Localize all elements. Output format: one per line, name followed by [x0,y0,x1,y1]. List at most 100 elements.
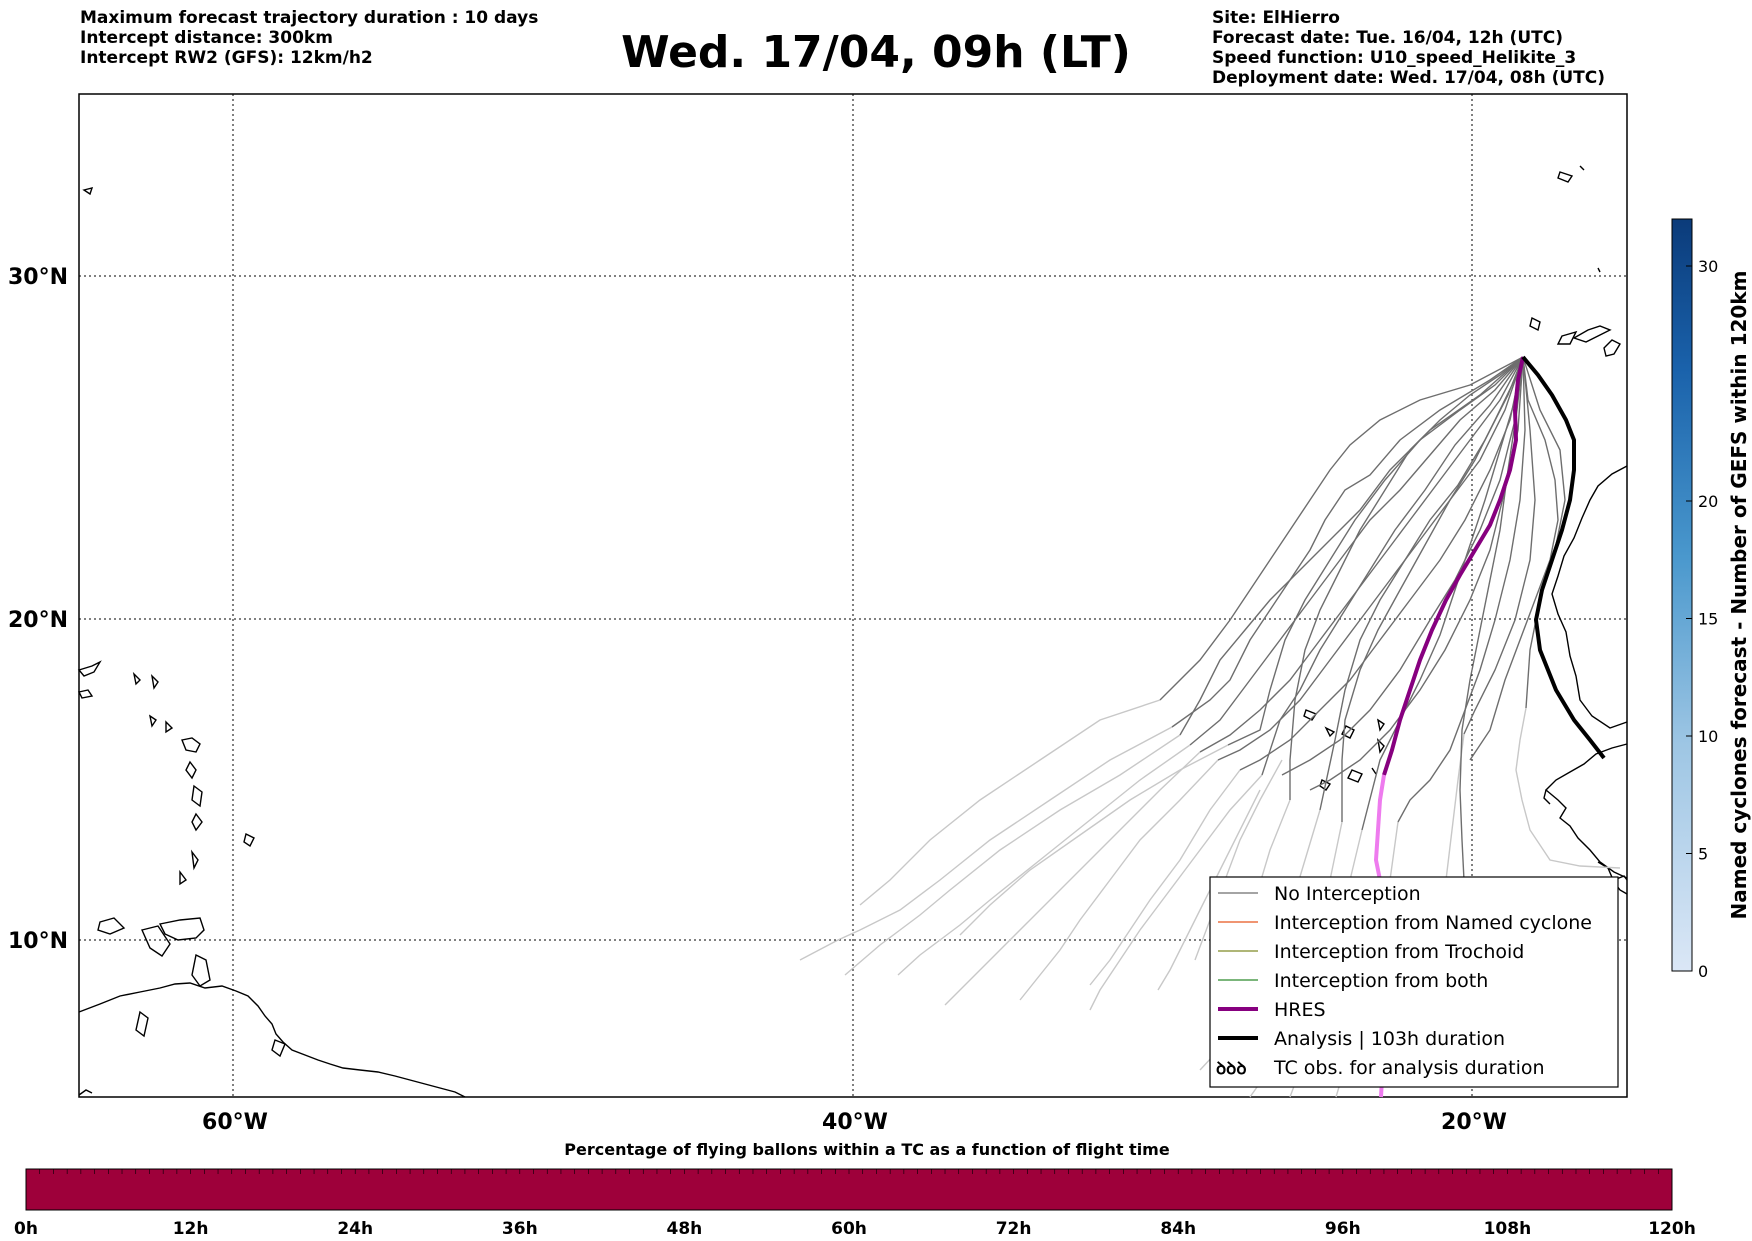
gefs-track-15 [1361,356,1524,831]
coast-sa-west [78,1089,93,1096]
old-track-3 [897,744,1191,976]
gefs-track-1 [1171,356,1524,728]
old-track-4 [944,751,1201,1006]
bottom-tick-label: 72h [996,1219,1032,1239]
island-boa-vista [1376,737,1385,754]
island-bermuda [82,187,94,196]
bottom-colorbar-rect [25,1168,1673,1211]
legend-item: Analysis | 103h duration [1218,1028,1505,1050]
old-track-2 [844,734,1181,976]
gefs-track-2 [1179,356,1524,736]
lon-label-40: 40°W [822,1110,888,1135]
old-track-6 [1089,769,1241,986]
island-gran-canaria [1572,325,1612,343]
legend-item: No Interception [1218,883,1421,905]
legend-label: HRES [1274,999,1326,1021]
island-barbados [243,832,255,848]
right-tick-label: 10 [1698,727,1718,746]
site-info-block: Site: ElHierro Forecast date: Tue. 16/04… [1212,8,1605,88]
bottom-tick-label: 36h [502,1219,538,1239]
island-santiago [1347,769,1363,783]
lon-label-60: 60°W [202,1110,268,1135]
coast-island-b [141,925,171,957]
island-santo-antao [1303,709,1318,721]
gefs-track-18 [1289,356,1524,800]
lat-labels: 30°N 20°N 10°N [8,265,68,954]
old-track-5 [1019,759,1219,1001]
island-martinique [191,784,203,808]
legend-item: Interception from Named cyclone [1218,912,1592,934]
right-colorbar-label: Named cyclones forecast - Number of GEFS… [1727,271,1751,920]
coast-trinidad-region [158,917,205,941]
gefs-track-5 [1217,356,1524,761]
island-puerto-rico [77,660,102,677]
right-tick-label: 20 [1698,492,1718,511]
coast-south-america [78,982,466,1098]
legend-item: ꝺꝺꝺ TC obs. for analysis duration [1216,1057,1545,1079]
max-duration-text: Maximum forecast trajectory duration : 1… [80,8,539,28]
lon-label-20: 20°W [1441,1110,1507,1135]
island-st-lucia [191,812,203,832]
legend: No Interception Interception from Named c… [1209,876,1619,1088]
forecast-date-text: Forecast date: Tue. 16/04, 12h (UTC) [1212,28,1563,48]
coast-africa-north [1551,465,1628,729]
lat-label-20: 20°N [8,608,68,633]
gefs-track-12 [1159,356,1524,701]
bottom-tick-label: 24h [337,1219,373,1239]
legend-label: Interception from Named cyclone [1274,912,1592,934]
site-text: Site: ElHierro [1212,8,1340,28]
old-track-15 [1089,774,1263,1011]
legend-item: HRES [1218,999,1326,1021]
island-la-palma [1529,316,1541,332]
lon-labels: 60°W 40°W 20°W [202,1110,1507,1135]
legend-label: No Interception [1274,883,1421,905]
gefs-track-4 [1199,356,1524,753]
coast-island-a [97,917,126,935]
island-savage [1597,267,1601,273]
island-hispaniola-tip [77,689,94,699]
gefs-track-11 [1522,356,1566,709]
bottom-tick-label: 108h [1484,1219,1532,1239]
bottom-colorbar: Percentage of flying ballons within a TC… [14,1140,1696,1239]
bottom-tick-label: 0h [14,1219,38,1239]
legend-label: TC obs. for analysis duration [1273,1057,1545,1079]
legend-label: Interception from both [1274,970,1488,992]
gefs-track-9 [1397,356,1526,823]
island-porto-santo [1579,165,1585,171]
gefs-track-17 [1227,356,1524,746]
lat-label-30: 30°N [8,265,68,290]
coast-cape-verde-peninsula [1543,789,1551,805]
coast-inlet [271,1039,286,1058]
legend-item: Interception from Trochoid [1218,941,1524,963]
bottom-tick-label: 48h [667,1219,703,1239]
gefs-track-16 [1459,356,1524,881]
lat-label-10: 10°N [8,929,68,954]
old-track-18 [859,699,1161,906]
island-sao-vicente [1324,726,1336,738]
island-antigua [148,714,157,728]
forecast-settings-block: Maximum forecast trajectory duration : 1… [80,8,538,68]
gefs-track-10 [1463,356,1536,735]
deployment-date-text: Deployment date: Wed. 17/04, 08h (UTC) [1212,68,1606,88]
bottom-tick-label: 84h [1160,1219,1196,1239]
page-title: Wed. 17/04, 09h (LT) [621,27,1131,78]
island-virgin [132,671,141,686]
bottom-colorbar-title: Percentage of flying ballons within a TC… [564,1140,1170,1159]
gefs-track-7 [1281,356,1524,776]
gefs-track-20 [1341,356,1524,822]
right-colorbar-rect [1671,218,1693,972]
island-anguilla [150,673,159,690]
island-guadeloupe [181,737,201,753]
right-tick-label: 0 [1698,962,1708,981]
legend-item: Interception from both [1218,970,1488,992]
island-fuerteventura [1603,339,1621,357]
island-dominica [185,760,197,780]
right-tick-label: 5 [1698,845,1708,864]
right-colorbar: 0 5 10 15 20 30 Named cyclones forecast - Num… [1671,218,1751,981]
old-track-14 [1515,707,1621,869]
bottom-tick-label: 60h [831,1219,867,1239]
bottom-tick-label: 120h [1648,1219,1696,1239]
old-track-7 [1157,789,1261,991]
gefs-track-13 [1261,356,1524,776]
island-tenerife [1556,330,1578,345]
